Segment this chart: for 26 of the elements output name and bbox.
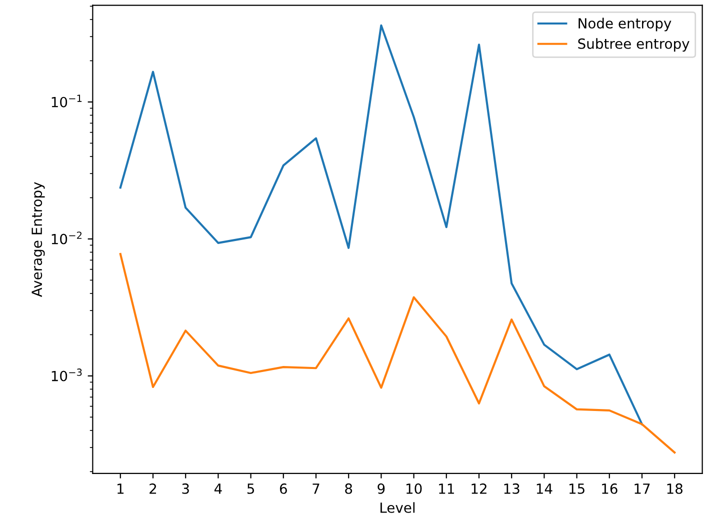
y-tick-label: 10$^{−1}$ (52, 94, 82, 108)
x-tick-label: 15 (569, 484, 584, 494)
x-tick-label: 2 (150, 483, 156, 494)
x-tick-label: 7 (312, 484, 320, 494)
x-tick-label: 8 (345, 483, 352, 494)
x-tick-label: 16 (602, 483, 618, 494)
x-tick-label: 4 (214, 484, 222, 494)
x-tick-label: 17 (634, 484, 650, 494)
line-series (119, 252, 676, 454)
y-tick-label: 10$^{−3}$ (52, 368, 82, 382)
y-tick-label: 10$^{−2}$ (52, 232, 82, 244)
x-tick-label: 11 (439, 484, 454, 494)
x-axis-title: Level (380, 502, 415, 513)
x-tick-label: 1 (118, 484, 124, 494)
x-tick-label: 3 (182, 483, 189, 494)
x-tick-label: 14 (536, 484, 552, 494)
x-tick-label: 6 (280, 483, 287, 494)
x-tick-label: 9 (378, 483, 385, 494)
y-axis-title: Average Entropy (32, 182, 45, 297)
x-tick-label: 10 (406, 483, 422, 494)
legend-label: Node entropy (578, 18, 672, 32)
x-tick-label: 5 (247, 484, 254, 494)
x-tick-label: 12 (472, 483, 486, 494)
x-tick-label: 13 (504, 483, 520, 494)
legend-label: Subtree entropy (578, 38, 690, 52)
x-tick-label: 18 (667, 483, 682, 494)
